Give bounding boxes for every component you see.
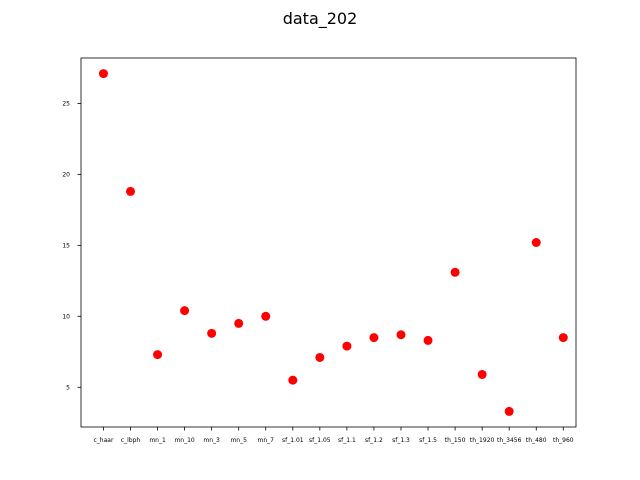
x-tick-label: sf_1.05 [309,437,331,444]
x-tick-label: sf_1.5 [419,437,437,444]
data-point [180,306,190,316]
x-tick-label: sf_1.01 [282,437,304,444]
data-points [98,69,568,416]
x-tick-label: mn_1 [149,437,166,444]
x-tick-label: mn_7 [258,437,275,444]
data-point [234,318,244,328]
y-axis: 5 10 15 20 25 [62,100,81,391]
x-tick-label: th_960 [553,437,574,444]
data-point [342,341,352,351]
x-tick-label: mn_3 [203,437,220,444]
chart-title: data_202 [283,9,358,29]
data-point [558,333,568,343]
plot-area [80,57,577,428]
data-point [288,375,298,385]
data-point [423,335,433,345]
x-tick-label: th_1920 [470,437,495,444]
x-tick-label: th_3456 [497,437,522,444]
data-point [153,350,163,360]
data-point [531,238,541,247]
data-point [207,328,217,338]
x-tick-label: c_haar [93,437,113,444]
y-tick-label: 20 [62,171,70,178]
x-tick-label: sf_1.1 [338,437,356,444]
x-tick-label: th_150 [445,437,466,444]
x-tick-label: c_lbph [121,437,141,444]
x-tick-label: th_480 [526,437,547,444]
data-point [98,69,108,79]
x-axis: c_haar c_lbph mn_1 mn_10 mn_3 mn_5 mn_7 sf_1.01… [93,427,574,444]
data-point [477,369,487,379]
data-point [450,267,460,277]
data-point [261,311,271,321]
x-tick-label: mn_10 [174,437,194,444]
y-tick-label: 25 [62,100,70,107]
data-point [126,186,135,196]
data-point [504,406,514,416]
data-point [369,333,379,343]
data-point [315,352,325,362]
x-tick-label: sf_1.2 [365,437,383,444]
y-tick-label: 10 [62,313,70,320]
x-tick-label: mn_5 [230,437,247,444]
y-tick-label: 5 [66,384,70,391]
data-point [396,330,406,340]
y-tick-label: 15 [62,242,70,249]
x-tick-label: sf_1.3 [392,437,410,444]
